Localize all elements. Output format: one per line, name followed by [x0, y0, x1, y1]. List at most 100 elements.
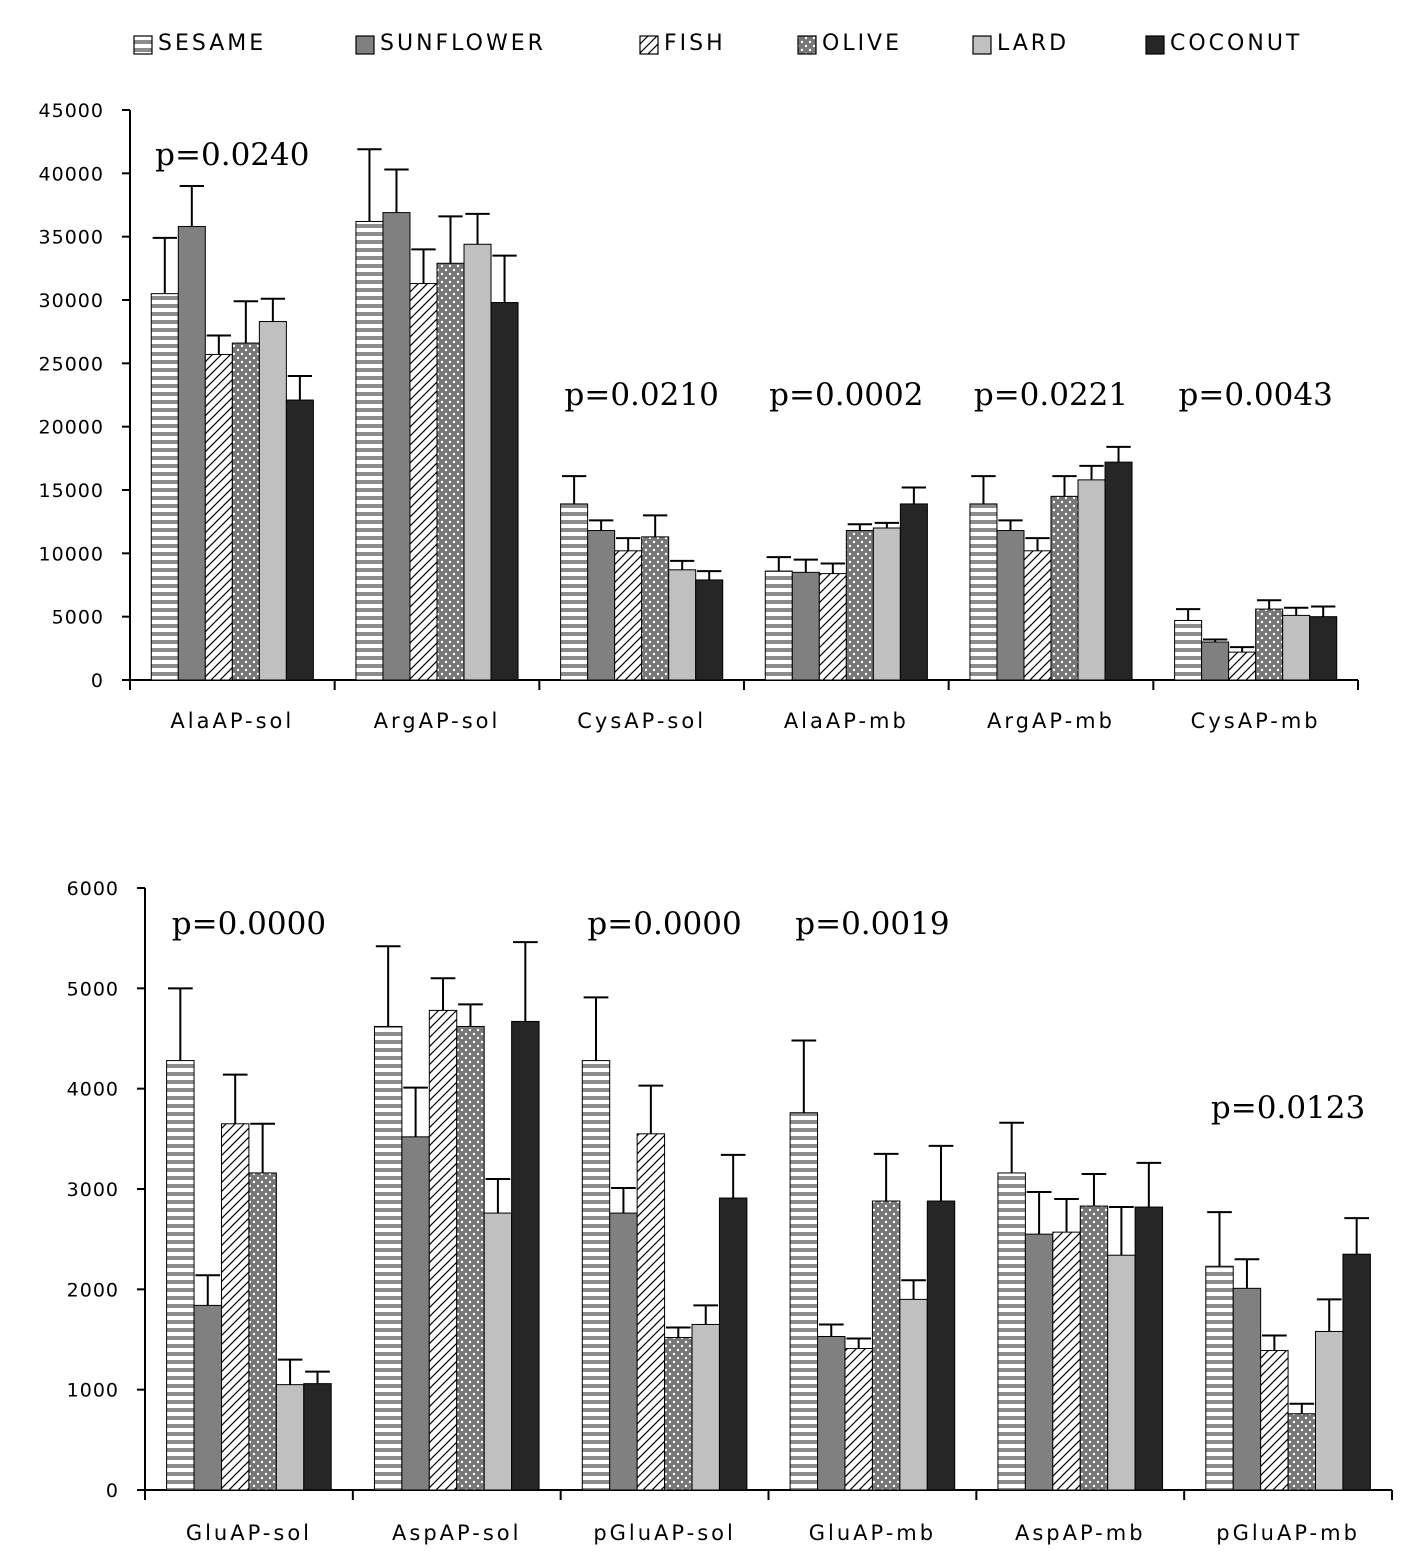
bar-lard — [1282, 614, 1311, 681]
bar-sunflower — [1232, 1287, 1262, 1491]
p-value-annotation: p=0.0000 — [587, 906, 741, 942]
bar-sunflower — [587, 530, 616, 681]
category-label: ArgAP-sol — [374, 709, 501, 733]
y-tick-label: 0 — [106, 1480, 119, 1502]
legend-swatch-olive — [797, 35, 817, 55]
bar-olive — [1050, 495, 1079, 681]
p-value-annotation: p=0.0210 — [565, 377, 719, 413]
bar-lard — [483, 1212, 513, 1491]
p-value-annotation: p=0.0019 — [795, 906, 949, 942]
legend-label-sesame: SESAME — [158, 31, 266, 56]
bar-lard — [668, 569, 697, 681]
legend-swatch-sesame — [133, 35, 153, 55]
bar-sunflower — [817, 1335, 846, 1491]
p-value-annotation: p=0.0043 — [1179, 377, 1333, 413]
bar-sunflower — [609, 1212, 638, 1491]
category-label: ArgAP-mb — [987, 709, 1115, 733]
legend-label-coconut: COCONUT — [1170, 31, 1302, 56]
p-value-annotation: p=0.0000 — [172, 906, 326, 942]
bar-olive — [871, 1200, 901, 1491]
bar-olive — [456, 1025, 485, 1491]
bar-sesame — [1205, 1265, 1234, 1491]
p-value-annotation: p=0.0240 — [155, 137, 309, 173]
bar-fish — [1260, 1350, 1289, 1491]
bar-fish — [614, 550, 643, 681]
y-tick-label: 45000 — [39, 100, 104, 122]
bar-coconut — [1342, 1253, 1371, 1491]
category-label: GluAP-sol — [186, 1521, 312, 1545]
bar-coconut — [695, 579, 724, 681]
bar-sesame — [581, 1060, 611, 1491]
bar-olive — [664, 1336, 693, 1491]
bar-fish — [428, 1009, 458, 1491]
bar-coconut — [285, 399, 314, 681]
bar-sunflower — [996, 530, 1025, 681]
bar-lard — [872, 527, 901, 681]
legend-swatch-sunflower — [355, 35, 375, 55]
bar-fish — [1228, 651, 1257, 681]
bar-sesame — [997, 1172, 1026, 1491]
bar-sesame — [1174, 619, 1203, 681]
bar-fish — [636, 1133, 666, 1491]
category-label: AlaAP-sol — [170, 709, 294, 733]
category-label: AspAP-mb — [1015, 1521, 1146, 1545]
legend-swatch-coconut — [1145, 35, 1165, 55]
bar-olive — [231, 342, 260, 681]
bar-sunflower — [177, 226, 206, 681]
bar-lard — [1107, 1254, 1136, 1491]
bar-fish — [409, 283, 438, 681]
p-value-annotation: p=0.0221 — [974, 377, 1128, 413]
bar-sesame — [166, 1060, 195, 1491]
bar-olive — [248, 1172, 277, 1491]
y-tick-label: 10000 — [39, 543, 104, 565]
bar-sesame — [789, 1112, 819, 1491]
y-tick-label: 40000 — [39, 163, 104, 185]
legend-label-lard: LARD — [997, 31, 1069, 56]
bar-fish — [220, 1123, 250, 1491]
bar-lard — [1077, 479, 1106, 681]
y-tick-label: 15000 — [39, 480, 104, 502]
y-tick-label: 35000 — [39, 227, 104, 249]
chart-top: 0 5000 10000 15000 20000 25000 30000 35000 40000… — [39, 100, 1359, 733]
bar-olive — [641, 536, 670, 681]
bar-lard — [275, 1384, 305, 1491]
bar-olive — [845, 530, 874, 681]
bar-sunflower — [401, 1136, 430, 1491]
bar-coconut — [718, 1197, 748, 1491]
bar-fish — [1023, 550, 1052, 681]
y-tick-label: 1000 — [67, 1380, 119, 1402]
p-value-annotation: p=0.0002 — [769, 377, 923, 413]
bar-sunflower — [193, 1304, 222, 1491]
bar-fish — [204, 353, 233, 681]
bar-fish — [844, 1348, 873, 1491]
bar-lard — [691, 1323, 720, 1491]
bar-coconut — [1309, 616, 1338, 681]
bar-sesame — [764, 570, 793, 681]
bar-sesame — [560, 503, 589, 681]
bar-sesame — [969, 503, 998, 681]
legend-swatch-lard — [972, 35, 992, 55]
y-tick-label: 20000 — [39, 417, 104, 439]
legend: SESAME SUNFLOWER FISH OLIVE LARD COCONUT — [133, 31, 1302, 56]
bar-fish — [818, 573, 847, 681]
p-value-annotation: p=0.0123 — [1211, 1090, 1365, 1126]
legend-label-sunflower: SUNFLOWER — [380, 31, 546, 56]
bar-coconut — [511, 1020, 540, 1491]
bar-sunflower — [1024, 1233, 1054, 1491]
bar-lard — [899, 1298, 928, 1491]
bar-coconut — [1104, 461, 1133, 681]
bar-lard — [258, 321, 287, 681]
bar-coconut — [899, 503, 928, 681]
bar-olive — [1079, 1205, 1109, 1491]
category-label: AspAP-sol — [392, 1521, 521, 1545]
category-label: GluAP-mb — [809, 1521, 936, 1545]
legend-swatch-fish — [639, 35, 659, 55]
legend-label-olive: OLIVE — [822, 31, 902, 56]
y-tick-label: 5000 — [52, 607, 104, 629]
chart-bottom: 0 1000 2000 3000 4000 5000 6000 GluAP-sol AspAP-… — [67, 878, 1393, 1545]
category-label: CysAP-mb — [1191, 709, 1321, 733]
bar-olive — [1255, 608, 1284, 681]
y-tick-label: 25000 — [39, 353, 104, 375]
y-tick-label: 2000 — [67, 1279, 119, 1301]
